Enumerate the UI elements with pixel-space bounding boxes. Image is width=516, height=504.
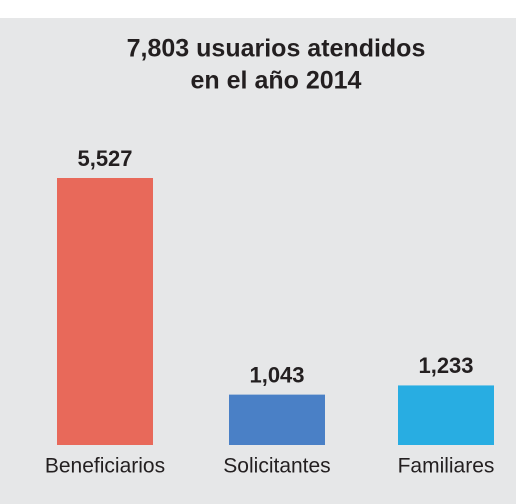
x-tick-label: Beneficiarios: [45, 455, 165, 478]
chart-title: 7,803 usuarios atendidos: [127, 35, 426, 63]
bar: [229, 394, 325, 445]
x-tick-label: Familiares: [398, 455, 495, 478]
value-label: 1,043: [249, 362, 304, 387]
value-label: 5,527: [77, 146, 132, 171]
chart-title: en el año 2014: [191, 67, 362, 95]
bar: [398, 385, 494, 445]
x-tick-label: Solicitantes: [223, 455, 330, 478]
bar: [57, 178, 153, 445]
value-label: 1,233: [418, 353, 473, 378]
